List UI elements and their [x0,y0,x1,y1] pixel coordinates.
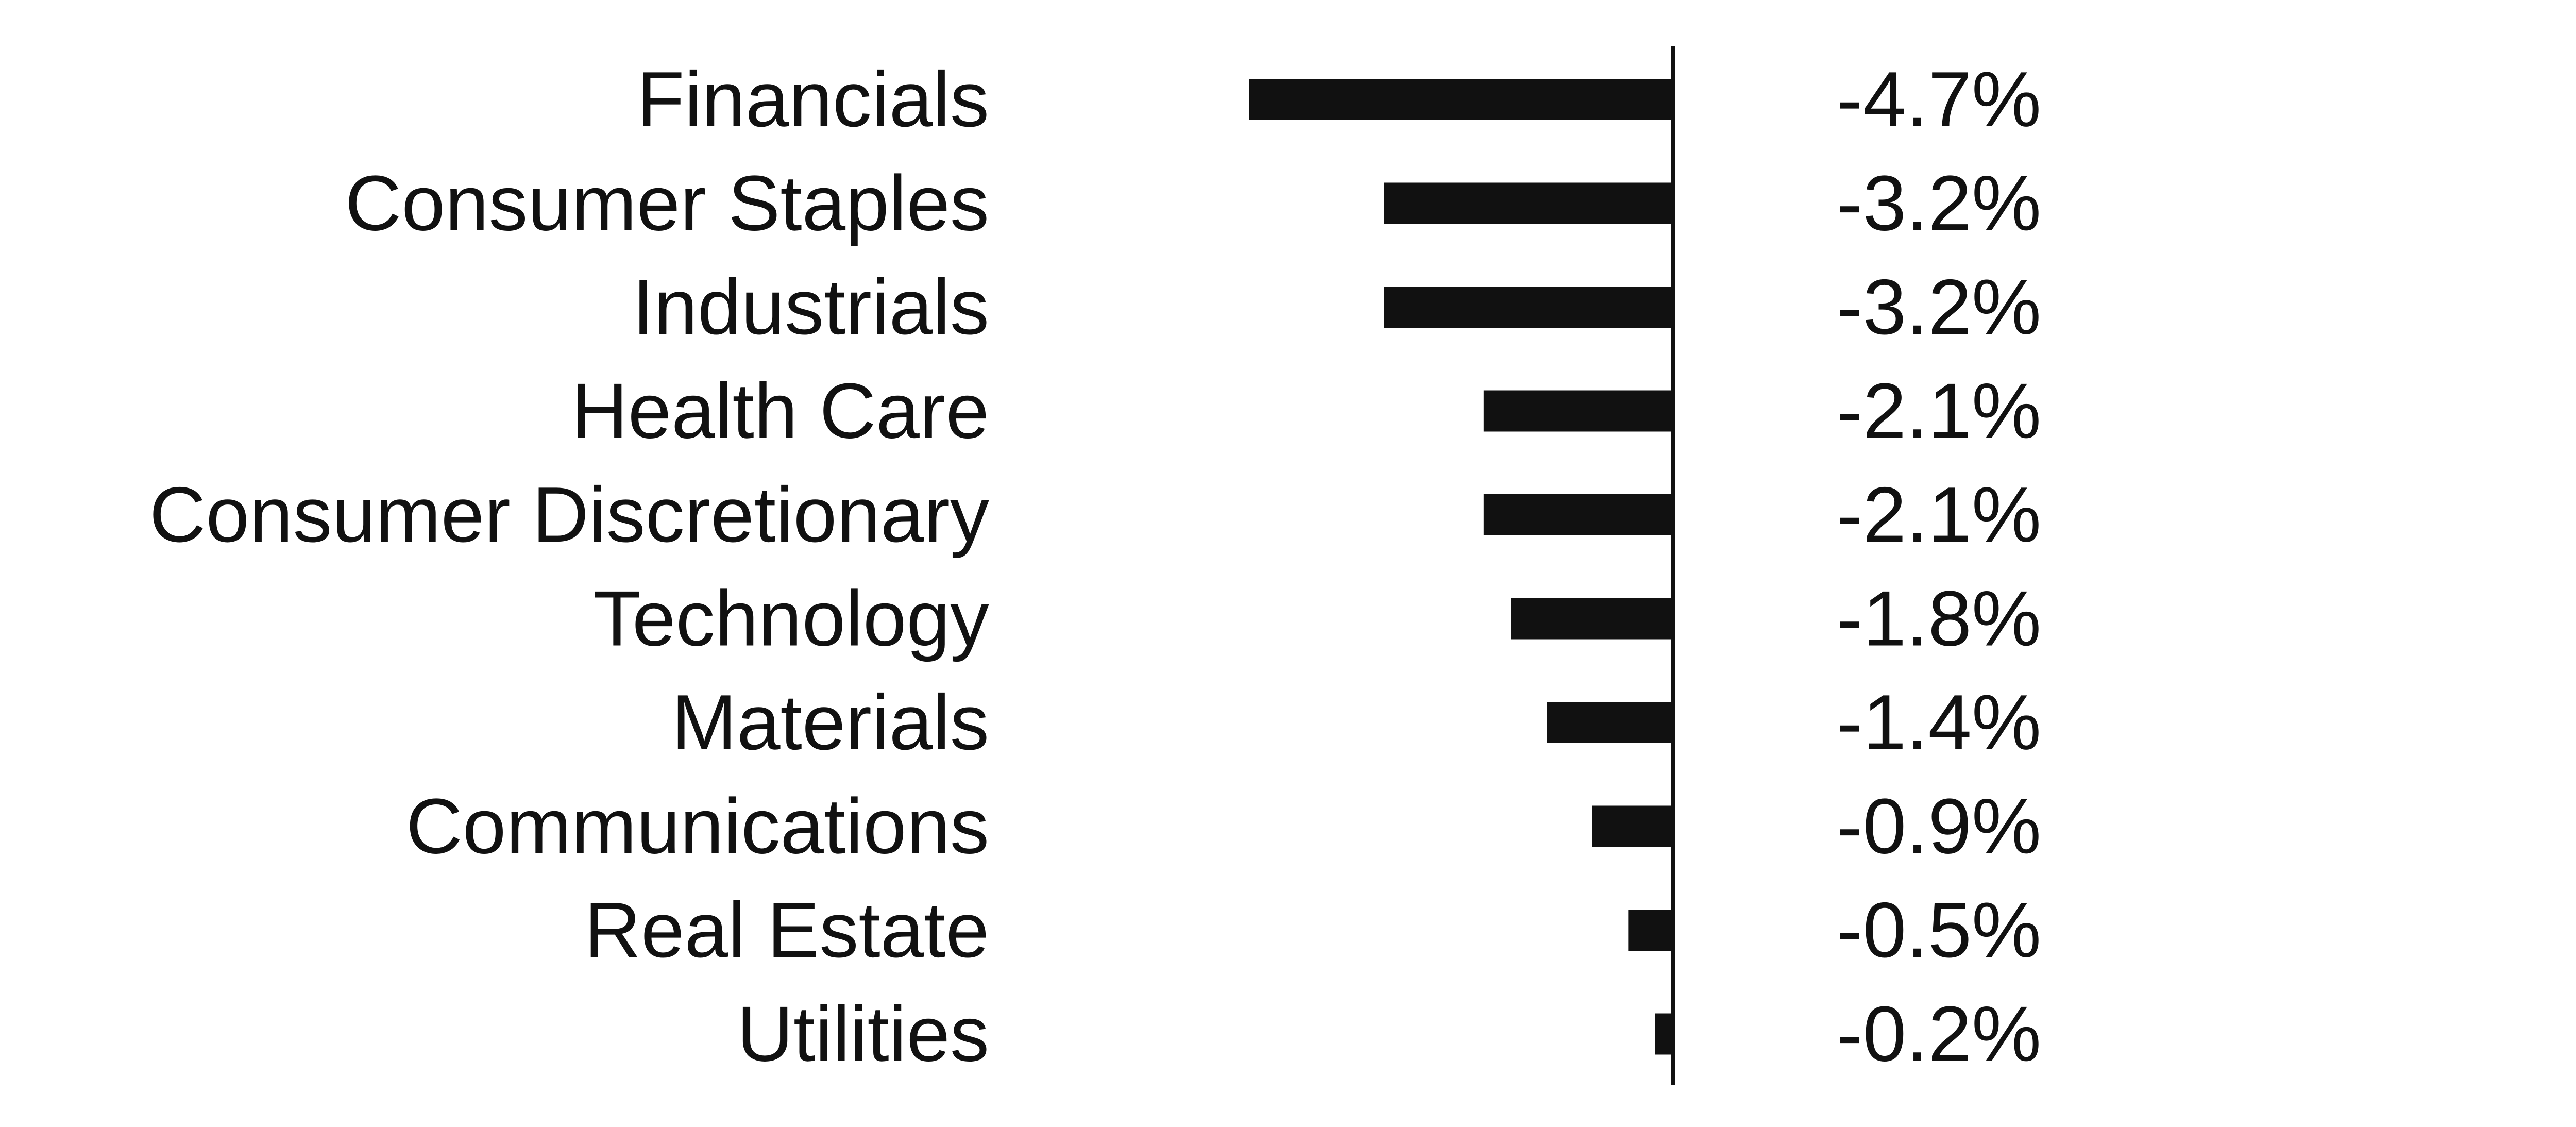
category-label-real-estate: Real Estate [584,886,989,974]
category-label-health-care: Health Care [571,367,989,455]
value-label-consumer-staples: -3.2% [1837,160,2041,247]
bar-industrials [1384,287,1673,328]
value-label-technology: -1.8% [1837,575,2041,663]
category-label-consumer-staples: Consumer Staples [345,160,989,247]
bar-consumer-staples [1384,182,1673,224]
category-label-communications: Communications [406,783,989,870]
category-label-financials: Financials [637,56,989,143]
bar-real-estate [1628,910,1673,951]
bar-health-care [1483,390,1673,432]
value-label-consumer-discretionary: -2.1% [1837,471,2041,559]
bar-consumer-discretionary [1483,494,1673,535]
category-label-utilities: Utilities [737,990,989,1078]
value-label-health-care: -2.1% [1837,367,2041,455]
value-labels: -4.7% -3.2% -3.2% -2.1% -2.1% -1.8% -1.4% -0.9%… [1837,56,2041,1078]
bars [1249,79,1673,1055]
category-label-industrials: Industrials [632,263,989,351]
value-label-materials: -1.4% [1837,679,2041,766]
bar-materials [1547,702,1673,743]
value-label-utilities: -0.2% [1837,990,2041,1078]
bar-financials [1249,79,1673,120]
bar-utilities [1655,1013,1673,1055]
value-label-communications: -0.9% [1837,783,2041,870]
bar-communications [1592,805,1673,847]
category-label-materials: Materials [671,679,989,766]
category-label-consumer-discretionary: Consumer Discretionary [149,471,989,559]
value-label-financials: -4.7% [1837,56,2041,143]
value-label-real-estate: -0.5% [1837,886,2041,974]
category-label-technology: Technology [593,575,989,663]
bar-technology [1511,598,1673,640]
category-labels: Financials Consumer Staples Industrials Hea… [149,56,989,1078]
value-label-industrials: -3.2% [1837,263,2041,351]
